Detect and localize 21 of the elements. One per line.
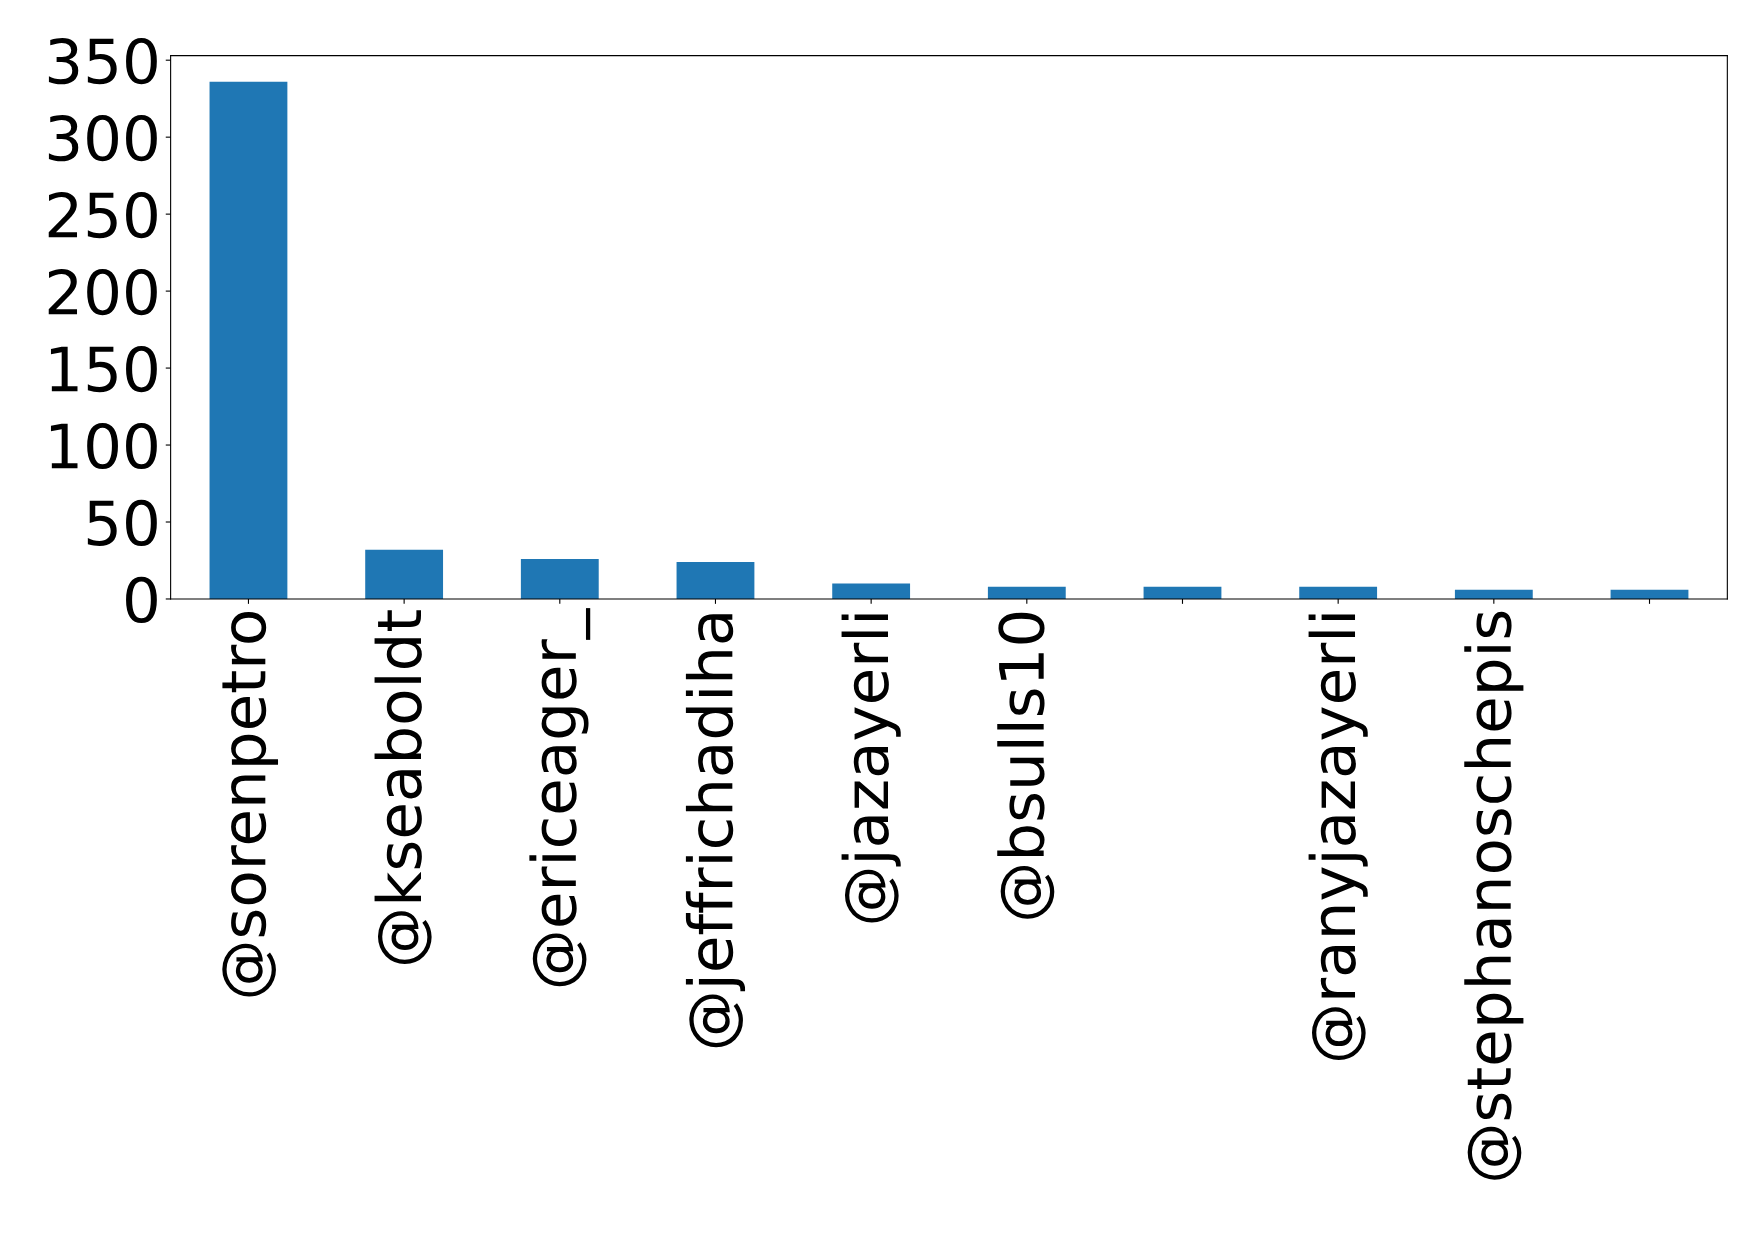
x-tick-label: @bsulls10 [997,612,1055,919]
y-tick-label: 350 [48,38,157,85]
x-tick-label: @ericeager_ [529,608,591,987]
bar [209,81,288,599]
x-tick-label: @jeffrichadiha [685,614,746,1048]
bar [365,549,444,599]
y-tick-label: 250 [48,191,157,239]
y-tick-label: 50 [87,499,157,547]
x-tick-label: @stephanoschepis [1464,611,1524,1180]
x-tick-label: @ranyjazayerli [1308,614,1368,1061]
x-tick-label: @jazayerli [841,614,901,923]
y-tick-label: 0 [126,576,157,624]
bar [832,583,911,599]
bar [676,562,755,599]
y-tick-label: 100 [50,422,157,470]
y-tick-label: 200 [48,268,157,316]
bar [520,558,599,599]
y-tick-label: 300 [48,115,157,162]
x-tick-label: @sorenpetro [222,612,279,997]
x-tick-label: @kseaboldt [374,610,432,964]
y-tick-label: 150 [50,345,157,393]
